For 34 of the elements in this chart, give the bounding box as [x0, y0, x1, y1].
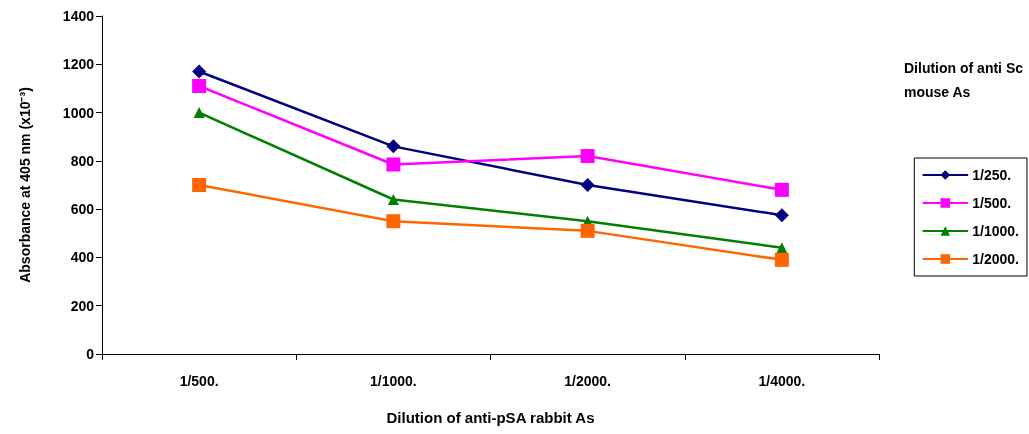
- point: [386, 139, 401, 154]
- legend-label: 1/2000.: [972, 251, 1020, 267]
- x-tick-label: 1/2000.: [564, 373, 611, 389]
- point: [580, 223, 595, 238]
- y-tick-label: 600: [70, 201, 95, 218]
- point: [192, 178, 207, 192]
- point: [193, 107, 205, 119]
- x-axis-title: Dilution of anti-pSA rabbit As: [386, 409, 595, 426]
- legend-label: 1/500.: [972, 195, 1012, 211]
- x-tick-label: 1/500.: [179, 373, 219, 389]
- point: [580, 149, 595, 164]
- point: [387, 193, 399, 205]
- point: [192, 64, 207, 79]
- y-tick-label: 400: [70, 249, 95, 266]
- y-tick-label: 800: [70, 152, 95, 169]
- y-tick-label: 1400: [62, 8, 95, 24]
- x-tick-label: 1/1000.: [370, 373, 417, 389]
- point: [774, 182, 789, 197]
- legend-label: 1/250.: [972, 167, 1012, 183]
- y-axis-title: Absorbance at 405 nm (x10⁻³): [17, 87, 33, 283]
- point: [192, 79, 207, 94]
- point: [774, 208, 789, 223]
- y-tick-label: 200: [70, 297, 95, 314]
- y-tick-label: 1200: [62, 56, 95, 73]
- point: [386, 157, 401, 172]
- legend-title: Dilution of anti Sc mouse As: [904, 60, 1024, 100]
- point: [776, 242, 788, 254]
- legend-label: 1/1000.: [972, 223, 1020, 239]
- x-tick-label: 1/4000.: [758, 373, 806, 389]
- point: [580, 178, 595, 192]
- y-tick-label: 0: [86, 346, 95, 362]
- point: [386, 214, 401, 229]
- point: [774, 252, 789, 267]
- y-tick-label: 1000: [62, 104, 95, 121]
